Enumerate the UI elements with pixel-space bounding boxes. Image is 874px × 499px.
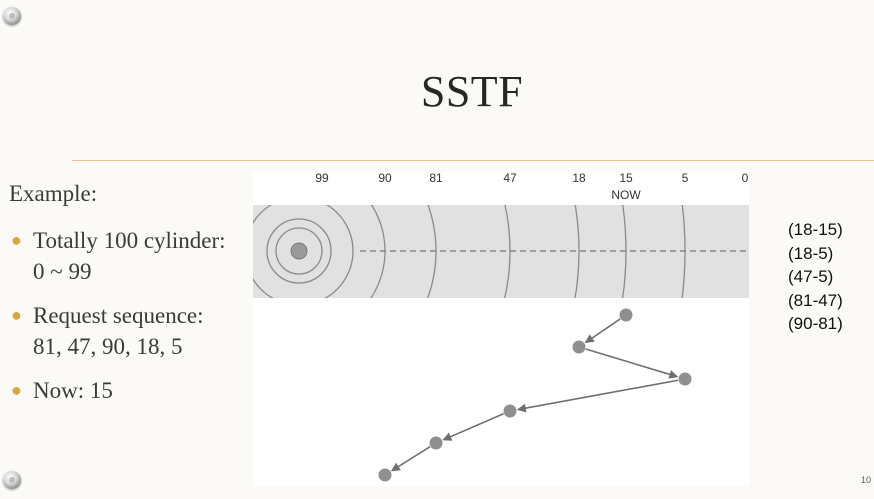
cylinder-label: 18 xyxy=(572,171,586,185)
cylinder-label: 99 xyxy=(315,171,329,185)
cylinder-label-row: 99 90 81 47 18 15 5 0 xyxy=(315,171,748,185)
track-arc xyxy=(574,205,580,298)
bullet-line: 81, 47, 90, 18, 5 xyxy=(33,334,183,359)
cylinder-label: 81 xyxy=(429,171,443,185)
seek-arrow xyxy=(390,446,431,472)
cylinder-label: 0 xyxy=(742,171,749,185)
seek-path xyxy=(378,308,692,482)
request-node xyxy=(503,404,517,418)
now-label: NOW xyxy=(611,188,641,202)
seek-arrow xyxy=(585,348,679,379)
seek-arrow xyxy=(516,379,679,413)
slide-title: SSTF xyxy=(420,67,524,116)
bottom-left-pin-icon xyxy=(3,471,21,489)
bullet-icon: ● xyxy=(11,380,22,400)
cylinder-label: 15 xyxy=(619,171,633,185)
seek-arrow xyxy=(442,413,504,441)
page-number: 10 xyxy=(860,475,871,485)
bullet-line: Request sequence: xyxy=(33,303,204,328)
seek-distance: (81-47) xyxy=(788,290,843,310)
seek-distance: (90-81) xyxy=(788,314,843,333)
spindle-ring xyxy=(266,218,332,284)
request-node xyxy=(378,468,392,482)
bullet-line: Totally 100 cylinder: xyxy=(33,228,226,253)
cylinder-label: 5 xyxy=(682,171,689,185)
seek-distance: (18-15) xyxy=(788,220,843,239)
cylinder-label: 90 xyxy=(378,171,392,185)
bullet-line: Now: 15 xyxy=(33,378,113,403)
request-node xyxy=(572,340,586,354)
seek-distance: (18-5) xyxy=(788,243,834,263)
bullet-item: ● Now: 15 xyxy=(9,375,249,406)
top-left-pin-icon xyxy=(3,7,21,25)
request-node xyxy=(678,372,692,386)
track-arc xyxy=(275,227,323,275)
seek-distance-list: (18-15) (18-5) (47-5) (81-47) (90-81) xyxy=(788,218,843,336)
request-node xyxy=(619,308,633,322)
title-divider xyxy=(72,160,874,161)
bullet-line: 0 ~ 99 xyxy=(33,259,92,284)
example-heading: Example: xyxy=(9,181,98,206)
bullet-list: ● Totally 100 cylinder: 0 ~ 99 ● Request… xyxy=(9,225,249,419)
bullet-item: ● Request sequence: 81, 47, 90, 18, 5 xyxy=(9,300,249,362)
spindle-icon xyxy=(290,242,308,260)
request-node xyxy=(429,436,443,450)
bullet-icon: ● xyxy=(11,230,22,250)
bullet-item: ● Totally 100 cylinder: 0 ~ 99 xyxy=(9,225,249,287)
spindle-ring xyxy=(253,205,354,298)
seek-distance: (47-5) xyxy=(788,267,834,286)
seek-arrow xyxy=(584,318,621,344)
bullet-icon: ● xyxy=(11,305,22,325)
cylinder-label: 47 xyxy=(503,171,517,185)
